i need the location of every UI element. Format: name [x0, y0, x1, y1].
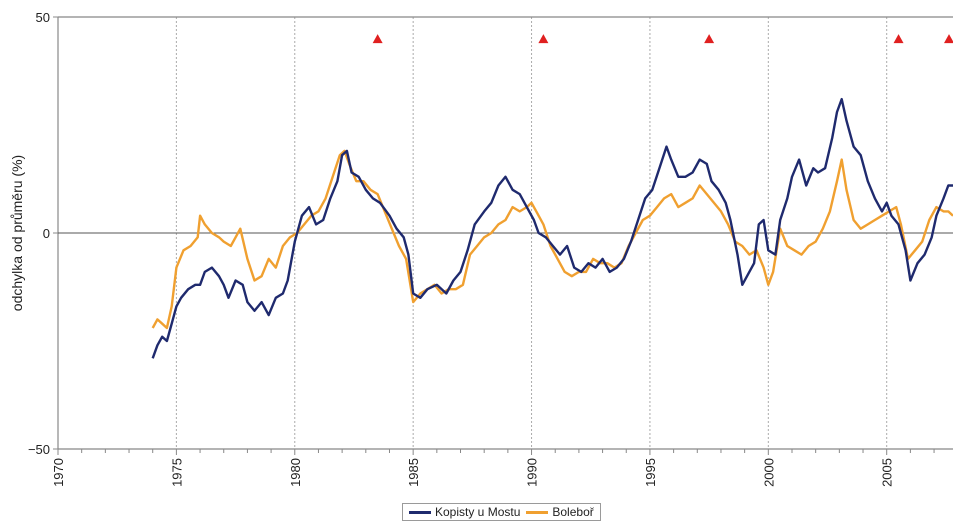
tick-labels: 1970 1975 1980 1985 1990 1995 2000 2005 50 0 −50: [28, 10, 895, 487]
legend-label-bolebor: Boleboř: [552, 505, 594, 519]
x-tick-label-1985: 1985: [406, 458, 421, 487]
y-tick-label-50: 50: [36, 10, 50, 25]
y-axis-title: odchylka od průměru (%): [9, 155, 25, 311]
legend-label-kopisty: Kopisty u Mostu: [435, 505, 521, 519]
event-marker-1: [538, 34, 549, 44]
y-tick-label--50: −50: [28, 442, 50, 457]
series-line-bolebor: [151, 149, 953, 330]
x-tick-label-1970: 1970: [51, 458, 66, 487]
event-marker-3: [893, 34, 904, 44]
x-tick-label-2005: 2005: [880, 458, 895, 487]
event-markers: [372, 34, 953, 44]
x-tick-label-1990: 1990: [525, 458, 540, 487]
event-marker-2: [704, 34, 715, 44]
x-tick-label-1980: 1980: [288, 458, 303, 487]
legend-swatch-kopisty: [409, 510, 431, 514]
event-marker-0: [372, 34, 383, 44]
x-tick-label-2000: 2000: [761, 458, 776, 487]
legend-item-kopisty: Kopisty u Mostu: [409, 505, 520, 519]
series-lines: [151, 97, 953, 359]
legend-swatch-bolebor: [526, 510, 549, 514]
legend: Kopisty u Mostu Boleboř: [402, 503, 601, 521]
x-tick-label-1975: 1975: [169, 458, 184, 487]
y-tick-label-0: 0: [43, 226, 50, 241]
event-marker-4: [944, 34, 953, 44]
axes: [53, 16, 953, 455]
series-line-kopisty: [151, 97, 953, 359]
legend-item-bolebor: Boleboř: [526, 505, 594, 519]
x-tick-label-1995: 1995: [643, 458, 658, 487]
